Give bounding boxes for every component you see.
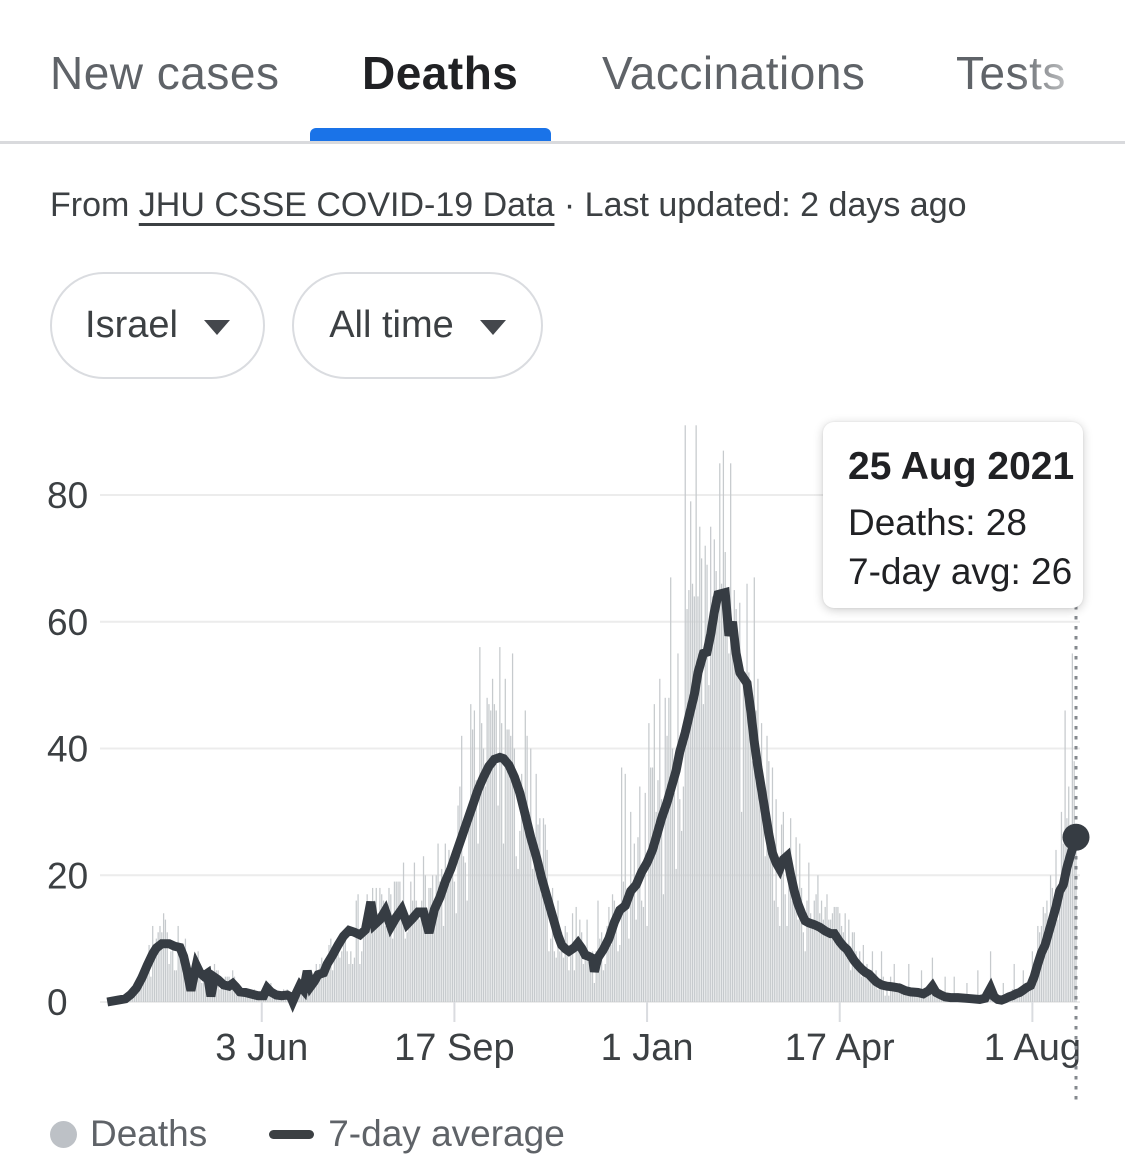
y-axis-label: 20 xyxy=(47,855,88,896)
avg-series-swatch xyxy=(269,1129,315,1139)
country-dropdown[interactable]: Israel xyxy=(50,272,265,379)
chevron-down-icon xyxy=(203,320,230,335)
active-tab-indicator xyxy=(310,128,551,141)
deaths-series-label: Deaths xyxy=(90,1113,208,1154)
tooltip-date: 25 Aug 2021 xyxy=(848,445,1075,488)
gridlines: 0 20 40 60 80 xyxy=(47,475,1080,1023)
tab-deaths[interactable]: Deaths xyxy=(362,47,519,99)
stats-tab-bar: New cases Deaths Vaccinations Tests xyxy=(0,0,1125,141)
deaths-series-swatch xyxy=(50,1120,77,1148)
country-dropdown-label: Israel xyxy=(85,304,178,346)
x-axis: 3 Jun 17 Sep 1 Jan 17 Apr 1 Aug xyxy=(215,1002,1081,1069)
x-axis-label: 1 Jan xyxy=(601,1027,694,1069)
chevron-down-icon xyxy=(479,320,506,335)
x-axis-label: 17 Sep xyxy=(394,1027,514,1069)
tooltip-avg: 7-day avg: 26 xyxy=(848,551,1073,592)
attribution-prefix: From xyxy=(50,186,139,224)
avg-series-label: 7-day average xyxy=(328,1113,565,1154)
tab-new-cases[interactable]: New cases xyxy=(50,47,280,99)
chart-legend: Deaths 7-day average xyxy=(50,1106,565,1162)
daily-bars xyxy=(121,425,1077,1003)
last-updated-text: · Last updated: 2 days ago xyxy=(554,186,967,224)
y-axis-label: 80 xyxy=(47,475,88,516)
tab-bar-divider xyxy=(0,141,1125,144)
x-axis-label: 1 Aug xyxy=(984,1027,1081,1069)
source-link[interactable]: JHU CSSE COVID-19 Data xyxy=(138,186,555,224)
y-axis-label: 0 xyxy=(47,982,68,1023)
time-range-dropdown[interactable]: All time xyxy=(292,272,543,379)
x-axis-label: 17 Apr xyxy=(785,1027,895,1069)
tooltip-deaths: Deaths: 28 xyxy=(848,502,1027,543)
y-axis-label: 60 xyxy=(47,602,88,643)
y-axis-label: 40 xyxy=(47,729,88,770)
selected-point-dot xyxy=(1062,823,1090,851)
data-attribution: From JHU CSSE COVID-19 Data · Last updat… xyxy=(50,186,967,225)
tab-vaccinations[interactable]: Vaccinations xyxy=(602,47,866,99)
x-axis-label: 3 Jun xyxy=(215,1027,308,1069)
time-range-dropdown-label: All time xyxy=(329,304,454,346)
tab-tests[interactable]: Tests xyxy=(956,47,1066,99)
avg-line xyxy=(106,586,1081,1013)
chart-tooltip: 25 Aug 2021 Deaths: 28 7-day avg: 26 xyxy=(823,422,1083,608)
